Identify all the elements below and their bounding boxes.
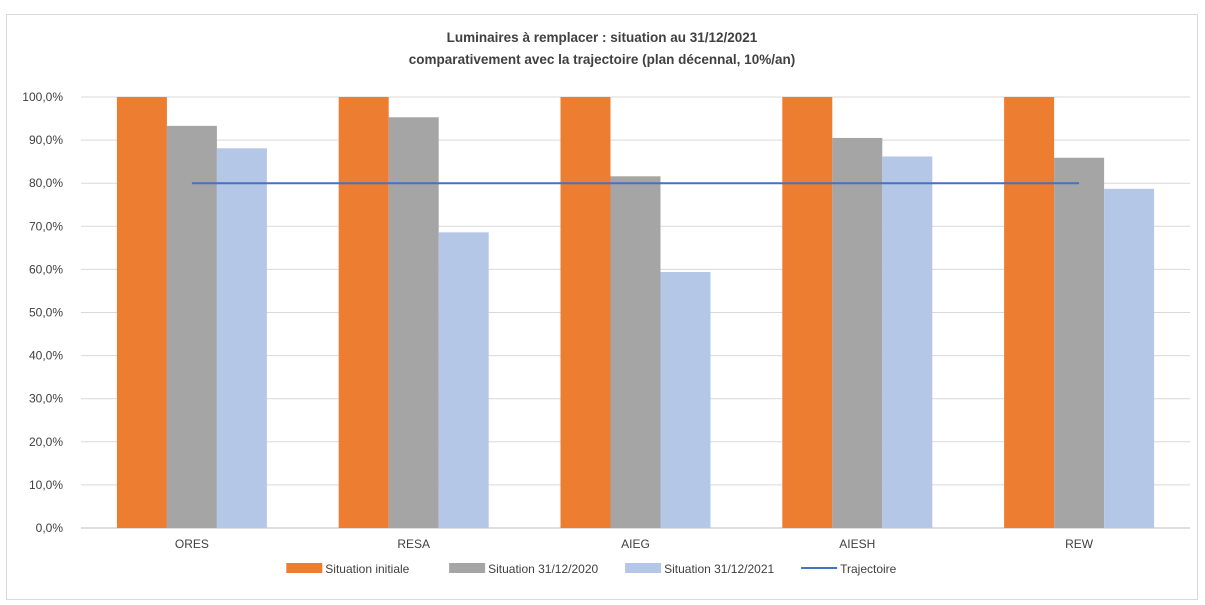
- y-tick-label: 0,0%: [36, 521, 64, 535]
- x-tick-label: AIEG: [621, 537, 650, 551]
- x-tick-label: AIESH: [839, 537, 875, 551]
- bars: [116, 97, 1155, 529]
- bar: [216, 148, 267, 528]
- chart-subtitle: comparativement avec la trajectoire (pla…: [409, 52, 795, 67]
- y-tick-label: 40,0%: [29, 349, 63, 363]
- x-axis-ticks: ORES RESA AIEG AIESH REW: [175, 537, 1094, 551]
- y-tick-label: 50,0%: [29, 306, 63, 320]
- bar: [116, 97, 167, 528]
- legend-swatch: [286, 563, 323, 573]
- bar: [338, 97, 389, 528]
- bar: [1104, 188, 1155, 529]
- legend-label: Situation 31/12/2020: [488, 562, 598, 576]
- y-tick-label: 100,0%: [22, 90, 63, 104]
- bar: [832, 137, 883, 528]
- bar: [560, 97, 611, 528]
- y-tick-label: 30,0%: [29, 392, 63, 406]
- bar: [1004, 97, 1055, 528]
- x-tick-label: ORES: [175, 537, 209, 551]
- legend-swatch: [625, 563, 662, 573]
- bar: [438, 232, 489, 529]
- chart-title: Luminaires à remplacer : situation au 31…: [447, 30, 758, 45]
- y-tick-label: 70,0%: [29, 219, 63, 233]
- x-tick-label: REW: [1065, 537, 1094, 551]
- bar: [660, 271, 711, 528]
- bar: [166, 125, 217, 528]
- bar: [388, 117, 439, 528]
- y-axis-ticks: 0,0% 10,0% 20,0% 30,0% 40,0% 50,0% 60,0% 70,0% 8…: [22, 90, 63, 535]
- legend-label: Situation initiale: [325, 562, 409, 576]
- bar: [882, 156, 933, 528]
- bar: [610, 176, 661, 528]
- chart-frame: Luminaires à remplacer : situation au 31…: [6, 14, 1198, 600]
- legend: Situation initiale Situation 31/12/2020 Si…: [286, 562, 897, 576]
- y-tick-label: 80,0%: [29, 176, 63, 190]
- y-tick-label: 10,0%: [29, 478, 63, 492]
- x-tick-label: RESA: [397, 537, 430, 551]
- legend-swatch: [449, 563, 486, 573]
- legend-label: Situation 31/12/2021: [664, 562, 774, 576]
- bar: [1054, 157, 1105, 528]
- legend-label: Trajectoire: [840, 562, 897, 576]
- y-tick-label: 20,0%: [29, 435, 63, 449]
- y-tick-label: 60,0%: [29, 262, 63, 276]
- chart-svg: Luminaires à remplacer : situation au 31…: [22, 30, 1190, 576]
- bar: [782, 97, 833, 528]
- y-tick-label: 90,0%: [29, 133, 63, 147]
